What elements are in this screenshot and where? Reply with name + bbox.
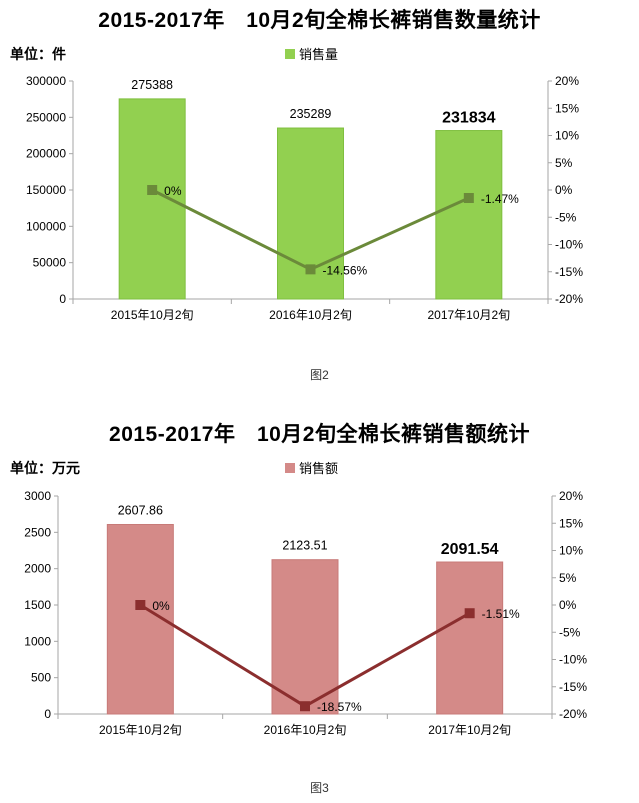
bar-data-label: 2091.54 xyxy=(441,541,499,558)
legend-label: 销售额 xyxy=(299,461,339,476)
y2-tick-label: 5% xyxy=(555,156,573,170)
quantity-chart-plot: 0 50000 100000 150000 200000 250000 300000 -20%… xyxy=(26,74,583,322)
sales-amount-chart-plot: 0 500 1000 1500 2000 2500 3000 -20% -15% -10% -5% 0… xyxy=(24,489,587,737)
y2-tick-label: 15% xyxy=(559,516,583,530)
y2-tick-label: 0% xyxy=(555,183,573,197)
x-tick-label: 2016年10月2旬 xyxy=(264,723,347,737)
bar xyxy=(435,130,503,300)
line-data-label: -18.57% xyxy=(317,700,362,714)
x-tick-label: 2016年10月2旬 xyxy=(269,308,352,322)
y2-tick-label: -20% xyxy=(555,292,583,306)
bar-data-label: 275388 xyxy=(131,78,173,92)
figure-caption: 图3 xyxy=(310,781,329,795)
y2-tick-label: -20% xyxy=(559,707,587,721)
x-tick-label: 2015年10月2旬 xyxy=(111,308,194,322)
y2-tick-label: -5% xyxy=(559,625,581,639)
line-data-label: -1.47% xyxy=(481,192,519,206)
y2-tick-label: -10% xyxy=(559,653,587,667)
y-tick-label: 2000 xyxy=(24,562,51,576)
line-point xyxy=(463,193,474,204)
bar-data-label: 2607.86 xyxy=(118,503,163,517)
unit-label: 单位：件 xyxy=(10,46,66,62)
x-tick-label: 2017年10月2旬 xyxy=(427,308,510,322)
bar-data-label: 235289 xyxy=(290,107,332,121)
line-data-label: 0% xyxy=(164,184,182,198)
y2-tick-label: 10% xyxy=(555,129,579,143)
y2-tick-label: 20% xyxy=(555,74,579,88)
y-tick-label: 1000 xyxy=(24,634,51,648)
x-tick-label: 2017年10月2旬 xyxy=(428,723,511,737)
chart-title: 2015-2017年 10月2旬全棉长裤销售数量统计 xyxy=(98,9,541,32)
legend-swatch xyxy=(285,48,295,59)
chart-title: 2015-2017年 10月2旬全棉长裤销售额统计 xyxy=(109,423,530,446)
line-point xyxy=(305,264,316,275)
line-point xyxy=(147,185,158,195)
y-tick-label: 0 xyxy=(59,292,66,306)
x-tick-label: 2015年10月2旬 xyxy=(99,723,182,737)
sales-amount-chart-block: 2015-2017年 10月2旬全棉长裤销售额统计 单位：万元 销售额 0 500… xyxy=(0,414,639,803)
bar xyxy=(118,98,186,300)
quantity-chart-block: 2015-2017年 10月2旬全棉长裤销售数量统计 单位：件 销售量 0 500… xyxy=(0,0,639,392)
y2-tick-label: 0% xyxy=(559,598,577,612)
y2-tick-label: -5% xyxy=(555,210,577,224)
bar-data-label: 2123.51 xyxy=(282,539,327,553)
y-tick-label: 250000 xyxy=(26,110,66,124)
unit-label: 单位：万元 xyxy=(10,460,80,476)
y-tick-label: 300000 xyxy=(26,74,66,88)
legend: 销售量 xyxy=(285,44,338,63)
y-tick-label: 100000 xyxy=(26,219,66,233)
legend-swatch xyxy=(285,462,295,473)
y-tick-label: 50000 xyxy=(33,256,67,270)
y-tick-label: 1500 xyxy=(24,598,51,612)
y-tick-label: 0 xyxy=(44,707,51,721)
legend-label: 销售量 xyxy=(299,47,339,62)
y2-tick-label: -15% xyxy=(555,265,583,279)
y2-tick-label: 20% xyxy=(559,489,583,503)
line-point xyxy=(135,600,146,610)
y2-tick-label: -10% xyxy=(555,238,583,252)
bar xyxy=(436,561,504,715)
y2-tick-label: -15% xyxy=(559,680,587,694)
line-data-label: -14.56% xyxy=(323,263,368,277)
line-data-label: 0% xyxy=(152,599,170,613)
line-point xyxy=(464,608,475,619)
y2-tick-label: 5% xyxy=(559,571,577,585)
y-tick-label: 150000 xyxy=(26,183,66,197)
y2-tick-label: 10% xyxy=(559,544,583,558)
y-tick-label: 200000 xyxy=(26,147,66,161)
y-tick-label: 3000 xyxy=(24,489,51,503)
bar xyxy=(271,559,339,715)
bar-data-label: 231834 xyxy=(442,110,495,127)
y2-tick-label: 15% xyxy=(555,101,579,115)
y-tick-label: 2500 xyxy=(24,525,51,539)
y-tick-label: 500 xyxy=(31,671,51,685)
figure-caption: 图2 xyxy=(310,368,329,382)
line-data-label: -1.51% xyxy=(482,607,520,621)
line-point xyxy=(300,701,310,712)
legend: 销售额 xyxy=(285,458,338,477)
